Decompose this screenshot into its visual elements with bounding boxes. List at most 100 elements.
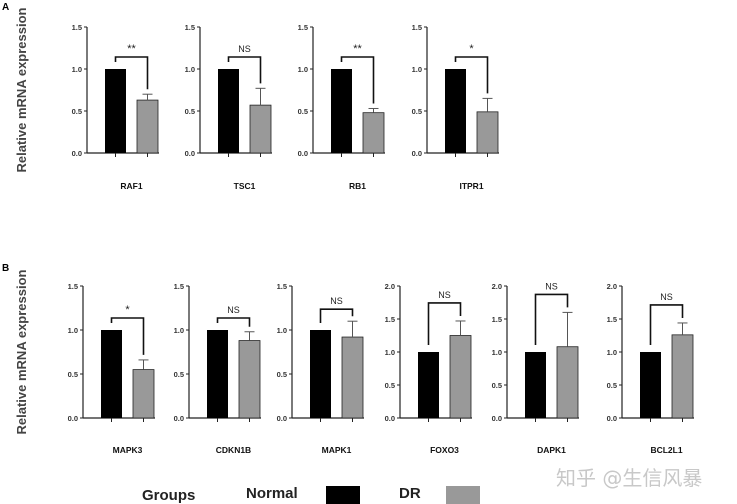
chart-foxo3-category-label: FOXO3	[430, 445, 459, 455]
chart-cdkn1b-significance-label: NS	[227, 305, 240, 315]
y-tick-label: 1.5	[385, 315, 395, 324]
y-tick-label: 1.5	[68, 282, 78, 291]
y-tick-label: 1.0	[412, 65, 422, 74]
chart-rb1-significance-label: **	[353, 43, 362, 55]
chart-dapk1-significance-label: NS	[545, 281, 558, 291]
chart-foxo3-dr-bar	[449, 335, 472, 419]
y-axis-label: Relative mRNA expression	[14, 7, 29, 172]
chart-mapk3-normal-bar	[101, 330, 122, 418]
y-tick-label: 0.5	[385, 381, 395, 390]
legend-normal-swatch	[326, 486, 360, 504]
chart-mapk1-significance-label: NS	[330, 296, 343, 306]
chart-bcl2l1-significance-label: NS	[660, 292, 673, 302]
chart-cdkn1b-normal-bar	[207, 330, 228, 418]
chart-raf1-dr-bar	[136, 99, 159, 154]
chart-rb1-category-label: RB1	[349, 181, 366, 191]
y-tick-label: 2.0	[607, 282, 617, 291]
y-tick-label: 0.5	[185, 107, 195, 116]
y-tick-label: 1.5	[72, 23, 82, 32]
y-tick-label: 0.5	[277, 370, 287, 379]
chart-rb1-significance-bracket	[340, 56, 375, 104]
chart-tsc1-normal-bar	[218, 69, 239, 153]
chart-itpr1-category-label: ITPR1	[459, 181, 483, 191]
y-tick-label: 1.0	[277, 326, 287, 335]
chart-dapk1-significance-bracket	[534, 293, 569, 345]
y-tick-label: 1.5	[185, 23, 195, 32]
watermark: 知乎 @生信风暴	[556, 466, 703, 490]
y-tick-label: 1.5	[277, 282, 287, 291]
legend-title: Groups	[142, 487, 195, 504]
y-tick-label: 0.5	[68, 370, 78, 379]
y-tick-label: 0.0	[185, 149, 195, 158]
chart-tsc1-significance-label: NS	[238, 44, 251, 54]
chart-mapk3-significance-bracket	[110, 317, 145, 355]
legend-dr-label: DR	[399, 485, 421, 502]
y-tick-label: 1.0	[607, 348, 617, 357]
y-tick-label: 0.0	[412, 149, 422, 158]
y-tick-label: 0.0	[174, 414, 184, 423]
y-tick-label: 1.5	[412, 23, 422, 32]
chart-foxo3-significance-label: NS	[438, 290, 451, 300]
y-tick-label: 0.0	[607, 414, 617, 423]
y-tick-label: 0.5	[174, 370, 184, 379]
y-tick-label: 0.0	[277, 414, 287, 423]
y-tick-label: 1.0	[68, 326, 78, 335]
chart-foxo3-normal-bar	[418, 352, 439, 418]
chart-raf1-significance-bracket	[114, 56, 149, 90]
chart-cdkn1b-category-label: CDKN1B	[216, 445, 251, 455]
chart-itpr1-normal-bar	[445, 69, 466, 153]
y-tick-label: 1.0	[298, 65, 308, 74]
legend-dr-swatch	[446, 486, 480, 504]
y-tick-label: 0.5	[298, 107, 308, 116]
y-tick-label: 0.0	[492, 414, 502, 423]
y-tick-label: 1.5	[174, 282, 184, 291]
chart-raf1-normal-bar	[105, 69, 126, 153]
chart-bcl2l1-category-label: BCL2L1	[650, 445, 682, 455]
chart-itpr1-significance-bracket	[454, 56, 489, 94]
y-tick-label: 1.5	[298, 23, 308, 32]
y-tick-label: 1.0	[185, 65, 195, 74]
legend-normal-label: Normal	[246, 485, 298, 502]
y-tick-label: 1.0	[492, 348, 502, 357]
chart-bcl2l1-normal-bar	[640, 352, 661, 418]
chart-mapk1-significance-bracket	[319, 308, 354, 323]
chart-rb1-dr-bar	[362, 112, 385, 154]
panel-label: B	[2, 263, 9, 274]
chart-itpr1-dr-bar	[476, 111, 499, 154]
chart-itpr1-significance-label: *	[469, 43, 474, 55]
y-tick-label: 1.0	[72, 65, 82, 74]
y-tick-label: 1.5	[607, 315, 617, 324]
y-tick-label: 0.5	[492, 381, 502, 390]
y-tick-label: 1.5	[492, 315, 502, 324]
y-tick-label: 0.0	[68, 414, 78, 423]
y-tick-label: 1.0	[385, 348, 395, 357]
chart-mapk3-dr-bar	[132, 369, 155, 419]
chart-cdkn1b-dr-bar	[238, 340, 261, 419]
y-tick-label: 0.5	[72, 107, 82, 116]
y-tick-label: 0.5	[412, 107, 422, 116]
chart-mapk3-significance-label: *	[125, 304, 130, 316]
chart-rb1-normal-bar	[331, 69, 352, 153]
chart-foxo3-significance-bracket	[427, 302, 462, 345]
y-tick-label: 0.0	[298, 149, 308, 158]
panel-label: A	[2, 2, 9, 13]
chart-bcl2l1-significance-bracket	[649, 304, 684, 345]
y-tick-label: 0.0	[72, 149, 82, 158]
y-tick-label: 2.0	[492, 282, 502, 291]
y-axis-label: Relative mRNA expression	[14, 269, 29, 434]
y-tick-label: 0.0	[385, 414, 395, 423]
chart-tsc1-significance-bracket	[227, 56, 262, 84]
chart-raf1-significance-label: **	[127, 43, 136, 55]
chart-dapk1-category-label: DAPK1	[537, 445, 566, 455]
chart-mapk1-normal-bar	[310, 330, 331, 418]
chart-mapk1-category-label: MAPK1	[322, 445, 352, 455]
y-tick-label: 1.0	[174, 326, 184, 335]
chart-mapk3-category-label: MAPK3	[113, 445, 143, 455]
chart-tsc1-dr-bar	[249, 104, 272, 154]
chart-dapk1-dr-bar	[556, 346, 579, 419]
chart-bcl2l1-dr-bar	[671, 334, 694, 419]
chart-dapk1-normal-bar	[525, 352, 546, 418]
chart-mapk1-dr-bar	[341, 336, 364, 419]
